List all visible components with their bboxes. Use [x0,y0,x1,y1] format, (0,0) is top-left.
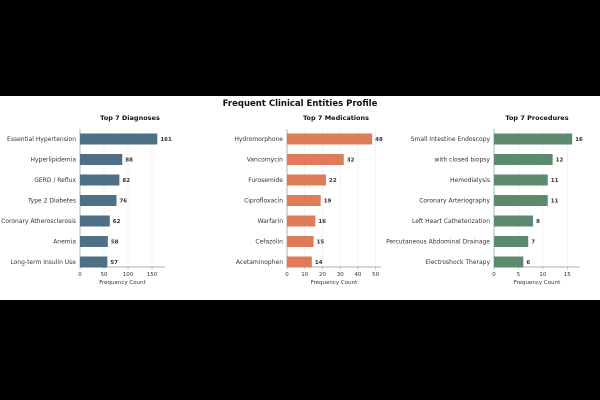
data-label: 58 [111,240,119,246]
figure-title: Frequent Clinical Entities Profile [223,99,378,109]
bar [287,236,314,247]
category-label: Left Heart Catheterization [412,218,490,225]
x-tick-label: 40 [354,272,361,278]
bar [80,174,120,186]
category-label: Hyperlipidemia [30,157,76,164]
data-label: 16 [318,219,326,225]
bar [494,154,553,165]
category-label: Percutaneous Abdominal Drainage [386,239,490,246]
bar [80,215,110,227]
panel-title: Top 7 Procedures [505,114,568,122]
x-axis-label: Frequency Count [99,280,146,286]
data-label: 8 [536,219,540,225]
category-label: Hydromorphone [234,136,283,143]
data-label: 76 [119,199,127,205]
bar [80,236,108,247]
category-label: Hemodialysis [450,177,490,184]
data-label: 15 [317,240,325,246]
bar [494,195,548,206]
category-label: Cefazolin [255,239,283,246]
x-tick-label: 0 [78,272,82,278]
category-label: GERD / Reflux [34,177,76,184]
x-tick-label: 0 [285,272,289,278]
category-label: Type 2 Diabetes [27,198,76,205]
bar [287,133,373,145]
x-tick-label: 10 [301,272,308,278]
bar [80,133,158,145]
data-label: 11 [551,199,559,205]
x-tick-label: 20 [319,272,326,278]
category-label: with closed biopsy [435,157,491,164]
x-tick-label: 30 [337,272,344,278]
category-label: Electroshock Therapy [425,259,490,266]
category-label: Anemia [53,239,76,246]
data-label: 48 [375,137,383,143]
x-tick-label: 50 [372,272,379,278]
data-label: 7 [531,240,535,246]
category-label: Acetaminophen [236,259,283,266]
bar [287,215,316,227]
data-label: 12 [556,158,564,164]
bar [494,174,548,186]
data-label: 32 [347,158,355,164]
bar [287,174,327,186]
category-label: Furosemide [248,177,283,184]
x-tick-label: 15 [564,272,571,278]
x-axis-label: Frequency Count [311,280,358,286]
bar [287,195,321,206]
x-axis-label: Frequency Count [514,280,561,286]
data-label: 14 [315,260,323,266]
data-label: 11 [551,178,559,184]
data-label: 82 [122,178,130,184]
category-label: Coronary Atherosclerosis [1,218,76,225]
data-label: 57 [110,260,118,266]
bar [80,154,123,165]
bar [494,256,524,268]
data-label: 161 [160,137,172,143]
category-label: Vancomycin [247,157,283,164]
data-label: 16 [575,137,583,143]
bar [287,256,312,268]
bar [80,195,117,206]
bar [494,215,534,227]
panel-title: Top 7 Medications [303,114,369,122]
bar [287,154,344,165]
data-label: 19 [324,199,332,205]
x-tick-label: 150 [147,272,158,278]
panel-title: Top 7 Diagnoses [100,114,160,122]
x-tick-label: 0 [492,272,496,278]
x-tick-label: 50 [101,272,108,278]
category-label: Long-term Insulin Use [10,259,76,266]
x-tick-label: 100 [123,272,134,278]
category-label: Coronary Arteriography [419,198,490,205]
bar [80,256,108,268]
x-tick-label: 5 [517,272,521,278]
data-label: 88 [125,158,133,164]
data-label: 6 [526,260,530,266]
category-label: Warfarin [258,218,284,225]
data-label: 22 [329,178,337,184]
bar [494,236,529,247]
category-label: Ciprofloxacin [244,198,283,205]
data-label: 62 [113,219,121,225]
figure-canvas: Frequent Clinical Entities Profile Top 7… [0,96,600,300]
x-tick-label: 10 [539,272,546,278]
bar [494,133,573,145]
category-label: Small Intestine Endoscopy [411,136,491,143]
chart-figure: Frequent Clinical Entities Profile Top 7… [1,99,583,286]
category-label: Essential Hypertension [7,136,76,143]
